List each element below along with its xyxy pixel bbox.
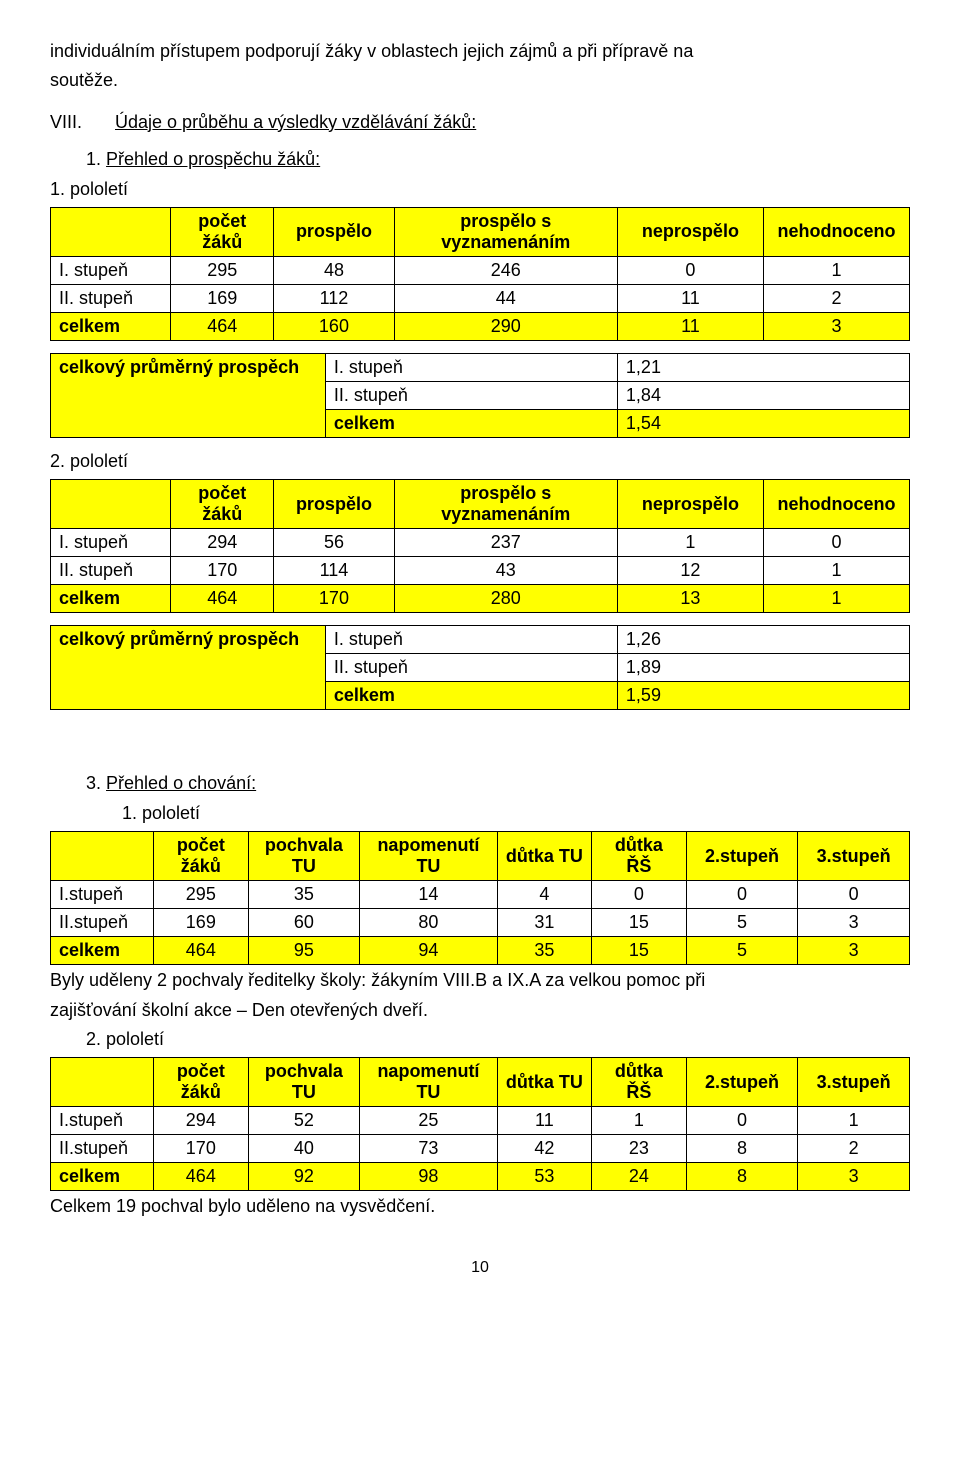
sub-label: Přehled o prospěchu žáků: <box>106 149 320 169</box>
avg-label: celkový průměrný prospěch <box>51 353 326 437</box>
grades-table-2: počet žáků prospělo prospělo s vyznamená… <box>50 479 910 613</box>
average-table-1: celkový průměrný prospěch I. stupeň 1,21… <box>50 353 910 438</box>
semester-2-label: 2. pololetí <box>50 450 910 473</box>
behavior-note-1b: zajišťování školní akce – Den otevřených… <box>50 999 910 1022</box>
intro-line2: soutěže. <box>50 69 910 92</box>
hdr-count: počet žáků <box>171 207 274 256</box>
table-row-total: celkem 464 95 94 35 15 5 3 <box>51 937 910 965</box>
intro-line1: individuálním přístupem podporují žáky v… <box>50 40 910 63</box>
hdr-blank <box>51 207 171 256</box>
table-row: I.stupeň 295 35 14 4 0 0 0 <box>51 881 910 909</box>
table-row-total: celkem 464 170 280 13 1 <box>51 585 910 613</box>
table-row-total: celkem 464 92 98 53 24 8 3 <box>51 1163 910 1191</box>
table-row-total: celkem 464 160 290 11 3 <box>51 312 910 340</box>
behavior-table-2: počet žáků pochvala TU napomenutí TU důt… <box>50 1057 910 1191</box>
table-row: II.stupeň 170 40 73 42 23 8 2 <box>51 1135 910 1163</box>
subheading-grades: 1. Přehled o prospěchu žáků: <box>50 148 910 171</box>
grades-table-1: počet žáků prospělo prospělo s vyznamená… <box>50 207 910 341</box>
average-table-2: celkový průměrný prospěch I. stupeň 1,26… <box>50 625 910 710</box>
hdr-hon: prospělo s vyznamenáním <box>394 207 617 256</box>
page-number: 10 <box>50 1259 910 1277</box>
section-roman: VIII. <box>50 111 110 134</box>
hdr-passed: prospělo <box>274 207 394 256</box>
section-title-text: Údaje o průběhu a výsledky vzdělávání žá… <box>115 112 476 132</box>
table-row: II. stupeň 169 112 44 11 2 <box>51 284 910 312</box>
semester-1-label: 1. pololetí <box>50 178 910 201</box>
behavior-note-1a: Byly uděleny 2 pochvaly ředitelky školy:… <box>50 969 910 992</box>
behavior-sem1-label: 1. pololetí <box>50 802 910 825</box>
behavior-sem2-label: 2. pololetí <box>50 1028 910 1051</box>
section-heading: VIII. Údaje o průběhu a výsledky vzděláv… <box>50 111 910 134</box>
table-row: I. stupeň 294 56 237 1 0 <box>51 529 910 557</box>
table-row: II.stupeň 169 60 80 31 15 5 3 <box>51 909 910 937</box>
hdr-ungraded: nehodnoceno <box>763 207 909 256</box>
table-row: I. stupeň 295 48 246 0 1 <box>51 256 910 284</box>
table-row: I.stupeň 294 52 25 11 1 0 1 <box>51 1107 910 1135</box>
behavior-table-1: počet žáků pochvala TU napomenutí TU důt… <box>50 831 910 965</box>
sub-num: 1. <box>86 149 101 169</box>
behavior-note-2: Celkem 19 pochval bylo uděleno na vysvěd… <box>50 1195 910 1218</box>
hdr-failed: neprospělo <box>617 207 763 256</box>
subheading-behavior: 3. Přehled o chování: <box>50 772 910 795</box>
table-row: II. stupeň 170 114 43 12 1 <box>51 557 910 585</box>
